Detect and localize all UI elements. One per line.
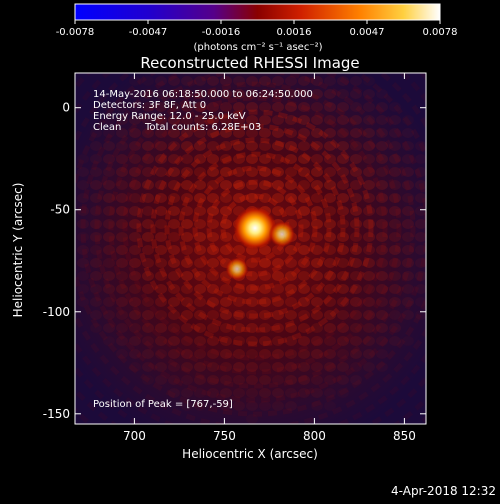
- colorbar-tick-label: -0.0047: [129, 27, 168, 38]
- x-axis-ticks: 700 750 800 850: [123, 73, 416, 443]
- y-axis-ticks: 0 -50 -100 -150: [43, 101, 426, 421]
- sidelobe-pattern: [75, 73, 426, 424]
- colorbar: [74, 3, 441, 21]
- x-axis-label: Heliocentric X (arcsec): [182, 447, 318, 461]
- x-tick-label: 800: [303, 429, 326, 443]
- x-tick-label: 700: [123, 429, 146, 443]
- colorbar-tick-label: 0.0016: [277, 27, 312, 38]
- annotation-peak: Position of Peak = [767,-59]: [93, 399, 233, 410]
- annotation-detectors: Detectors: 3F 8F, Att 0: [93, 100, 206, 111]
- colorbar-tick-label: -0.0078: [56, 27, 95, 38]
- y-tick-label: -50: [50, 203, 70, 217]
- footer-date: 4-Apr-2018 12:32: [391, 484, 496, 498]
- colorbar-ticks: -0.0078 -0.0047 -0.0016 0.0016 0.0047 0.0078: [56, 20, 458, 38]
- y-tick-label: 0: [62, 101, 70, 115]
- x-tick-label: 750: [213, 429, 236, 443]
- source-blob: [233, 206, 277, 251]
- annotation-counts: Total counts: 6.28E+03: [144, 122, 261, 133]
- colorbar-tick-label: 0.0078: [423, 27, 458, 38]
- y-tick-label: -100: [43, 305, 70, 319]
- colorbar-tick-label: -0.0016: [202, 27, 241, 38]
- heatmap-image: [75, 73, 426, 424]
- annotation-time: 14-May-2016 06:18:50.000 to 06:24:50.000: [93, 89, 313, 100]
- source-blob: [225, 257, 249, 281]
- annotation-energy: Energy Range: 12.0 - 25.0 keV: [93, 111, 246, 122]
- chart-title: Reconstructed RHESSI Image: [140, 54, 359, 72]
- annotation-clean: Clean: [93, 122, 121, 133]
- colorbar-tick-label: 0.0047: [350, 27, 385, 38]
- source-blob: [268, 221, 296, 248]
- y-axis-label: Heliocentric Y (arcsec): [11, 183, 25, 318]
- plot-frame: [74, 72, 427, 425]
- colorbar-units: (photons cm⁻² s⁻¹ asec⁻²): [193, 42, 322, 53]
- y-tick-label: -150: [43, 407, 70, 421]
- x-tick-label: 850: [393, 429, 416, 443]
